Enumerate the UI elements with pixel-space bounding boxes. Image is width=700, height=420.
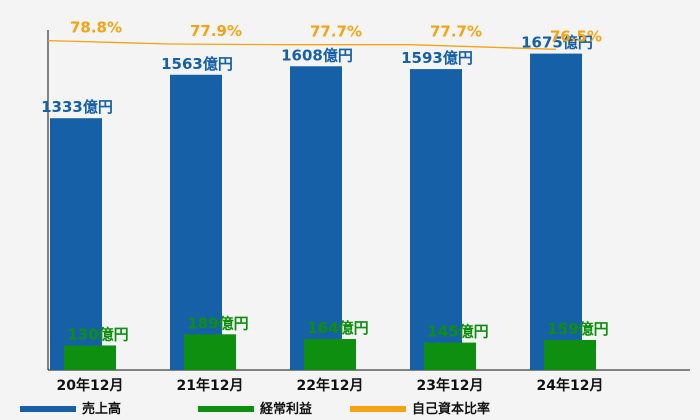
profit-bar-2 (184, 334, 236, 370)
profit-bar-4 (424, 342, 476, 370)
ratio-label-4: 77.7% (430, 23, 482, 41)
legend-label-ratio: 自己資本比率 (412, 401, 490, 417)
profit-label-4: 145億円 (427, 323, 488, 341)
ratio-line-group (47, 39, 557, 50)
legend-swatch-sales (20, 406, 76, 412)
sales-label-2: 1563億円 (161, 55, 233, 73)
legend-label-profit: 経常利益 (260, 401, 312, 417)
x-tick-label-4: 23年12月 (417, 377, 484, 394)
profit-label-2: 189億円 (187, 314, 248, 332)
legend-swatch-profit (198, 406, 254, 412)
profit-label-1: 130億円 (67, 325, 128, 343)
x-tick-label-1: 20年12月 (57, 377, 124, 394)
ratio-label-2: 77.9% (190, 22, 242, 40)
ratio-line (47, 39, 557, 50)
ratio-label-5: 76.5% (550, 27, 602, 45)
legend-label-sales: 売上高 (82, 401, 121, 417)
profit-label-3: 164億円 (307, 319, 368, 337)
sales-bar-2 (170, 74, 222, 371)
x-tick-label-5: 24年12月 (537, 377, 604, 394)
sales-bar-5 (530, 53, 582, 370)
sales-bar-4 (410, 69, 462, 370)
sales-bar-3 (290, 66, 342, 371)
x-tick-label-2: 21年12月 (177, 377, 244, 394)
profit-bar-5 (544, 339, 596, 370)
sales-label-1: 1333億円 (41, 98, 113, 116)
profit-label-5: 159億円 (547, 320, 608, 338)
ratio-label-1: 78.8% (70, 19, 122, 37)
sales-label-5: 1675億円 (521, 34, 593, 52)
legend-swatch-ratio (350, 406, 406, 412)
sales-bars-group (50, 53, 582, 371)
profit-bar-1 (64, 345, 116, 370)
x-tick-labels-group: 20年12月 21年12月 22年12月 23年12月 24年12月 (57, 377, 604, 394)
sales-label-3: 1608億円 (281, 46, 353, 64)
sales-label-4: 1593億円 (401, 49, 473, 67)
ratio-label-3: 77.7% (310, 23, 362, 41)
x-tick-label-3: 22年12月 (297, 377, 364, 394)
legend: 売上高 経常利益 自己資本比率 (20, 401, 490, 417)
profit-bar-3 (304, 339, 356, 370)
profit-bars-group (64, 334, 596, 370)
data-labels-group: 1333億円 1563億円 1608億円 1593億円 1675億円 130億円 189億円… (41, 19, 609, 344)
sales-bar-1 (50, 118, 102, 370)
